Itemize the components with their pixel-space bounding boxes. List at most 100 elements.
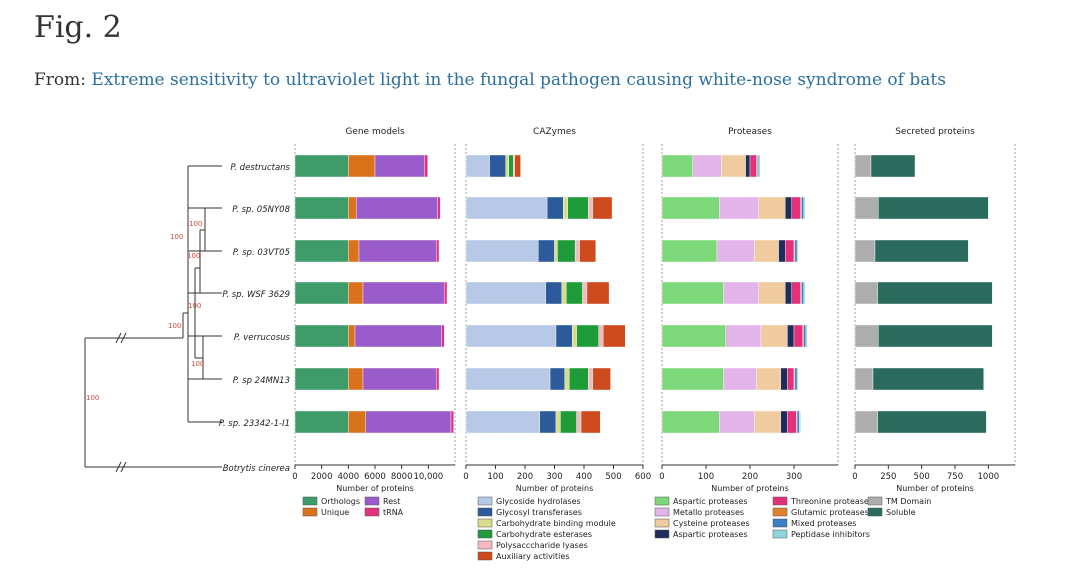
bar-segment [555, 324, 573, 348]
bar-segment [356, 196, 438, 220]
bar-segment [569, 367, 589, 391]
legend-label: Mixed proteases [791, 519, 856, 528]
bar-segment [465, 281, 546, 305]
bar-segment [294, 196, 349, 220]
bar-segment [785, 281, 793, 305]
legend-swatch [772, 518, 788, 528]
bar-segment [588, 367, 594, 391]
bar-segment [374, 154, 425, 178]
bar-segment [787, 410, 797, 434]
legend-swatch [302, 496, 318, 506]
legend-swatch [302, 507, 318, 517]
bootstrap-label: 100 [168, 322, 181, 330]
x-tick-label: 1000 [978, 472, 1000, 482]
bootstrap-label: 100 [170, 233, 183, 241]
bar-segment [877, 281, 993, 305]
bar-segment [785, 196, 793, 220]
bar-segment [854, 324, 879, 348]
break-mark [120, 332, 127, 344]
x-tick-label: 600 [635, 472, 651, 482]
legend-label: Soluble [886, 508, 916, 517]
bootstrap-label: 100 [188, 302, 201, 310]
bar-segment [348, 196, 357, 220]
bootstrap-label: 100 [187, 252, 200, 260]
panel-title: CAZymes [533, 127, 576, 137]
legend-label: Auxiliary activities [496, 552, 569, 561]
break-mark [120, 461, 127, 473]
bar-segment [598, 324, 604, 348]
bar-segment [758, 196, 786, 220]
legend-swatch [364, 507, 380, 517]
bar-segment [661, 281, 724, 305]
bar-segment [362, 281, 445, 305]
bar-segment [794, 367, 798, 391]
bar-segment [787, 324, 795, 348]
bar-segment [588, 196, 594, 220]
bar-segment [546, 196, 564, 220]
legend-swatch [772, 529, 788, 539]
bar-segment [785, 239, 795, 263]
bar-segment [579, 239, 597, 263]
bar-segment [692, 154, 722, 178]
bar-segment [872, 367, 984, 391]
article-link[interactable]: Extreme sensitivity to ultraviolet light… [91, 70, 946, 90]
legend-swatch [867, 496, 883, 506]
bar-segment [348, 281, 364, 305]
x-tick-label: 0 [292, 472, 297, 482]
legend-swatch [654, 518, 670, 528]
bar-segment [874, 239, 969, 263]
legend-swatch [477, 507, 493, 517]
bar-segment [661, 367, 724, 391]
legend-swatch [477, 540, 493, 550]
bar-segment [791, 196, 801, 220]
bar-segment [436, 239, 440, 263]
bar-segment [796, 410, 800, 434]
x-tick-label: 500 [605, 472, 621, 482]
x-tick-label: 100 [698, 472, 714, 482]
legend-swatch [477, 551, 493, 561]
bar-segment [661, 154, 693, 178]
x-tick-label: 10,000 [413, 472, 443, 482]
bar-segment [758, 154, 761, 178]
bar-segment [437, 196, 441, 220]
legend-swatch [477, 518, 493, 528]
legend-label: Metallo proteases [673, 508, 744, 517]
bar-segment [348, 154, 376, 178]
legend-label: tRNA [383, 508, 404, 517]
bar-segment [465, 367, 551, 391]
bar-segment [586, 281, 610, 305]
x-tick-label: 6000 [364, 472, 386, 482]
bar-segment [365, 410, 452, 434]
bar-segment [513, 154, 515, 178]
bar-segment [294, 154, 349, 178]
x-axis-label: Number of proteins [711, 484, 789, 493]
legend-swatch [654, 507, 670, 517]
legend-swatch [477, 496, 493, 506]
bar-segment [721, 154, 746, 178]
bar-segment [877, 410, 987, 434]
bar-segment [780, 410, 788, 434]
x-axis-label: Number of proteins [336, 484, 414, 493]
figure-number: Fig. 2 [34, 10, 122, 45]
x-tick-label: 200 [517, 472, 533, 482]
legend-label: Unique [321, 508, 349, 517]
bar-segment [854, 281, 878, 305]
bar-segment [719, 196, 760, 220]
bar-segment [358, 239, 437, 263]
bar-segment [563, 196, 568, 220]
bar-segment [424, 154, 428, 178]
bar-segment [554, 239, 558, 263]
x-tick-label: 2000 [311, 472, 333, 482]
bar-segment [754, 410, 782, 434]
legend-swatch [772, 496, 788, 506]
bar-segment [582, 281, 588, 305]
bar-segment [854, 239, 876, 263]
x-tick-label: 0 [852, 472, 857, 482]
bar-segment [549, 367, 566, 391]
x-tick-label: 750 [947, 472, 963, 482]
bar-segment [450, 410, 454, 434]
bar-segment [294, 410, 349, 434]
panel-title: Secreted proteins [895, 127, 975, 137]
bar-segment [794, 239, 798, 263]
bar-segment [854, 410, 878, 434]
